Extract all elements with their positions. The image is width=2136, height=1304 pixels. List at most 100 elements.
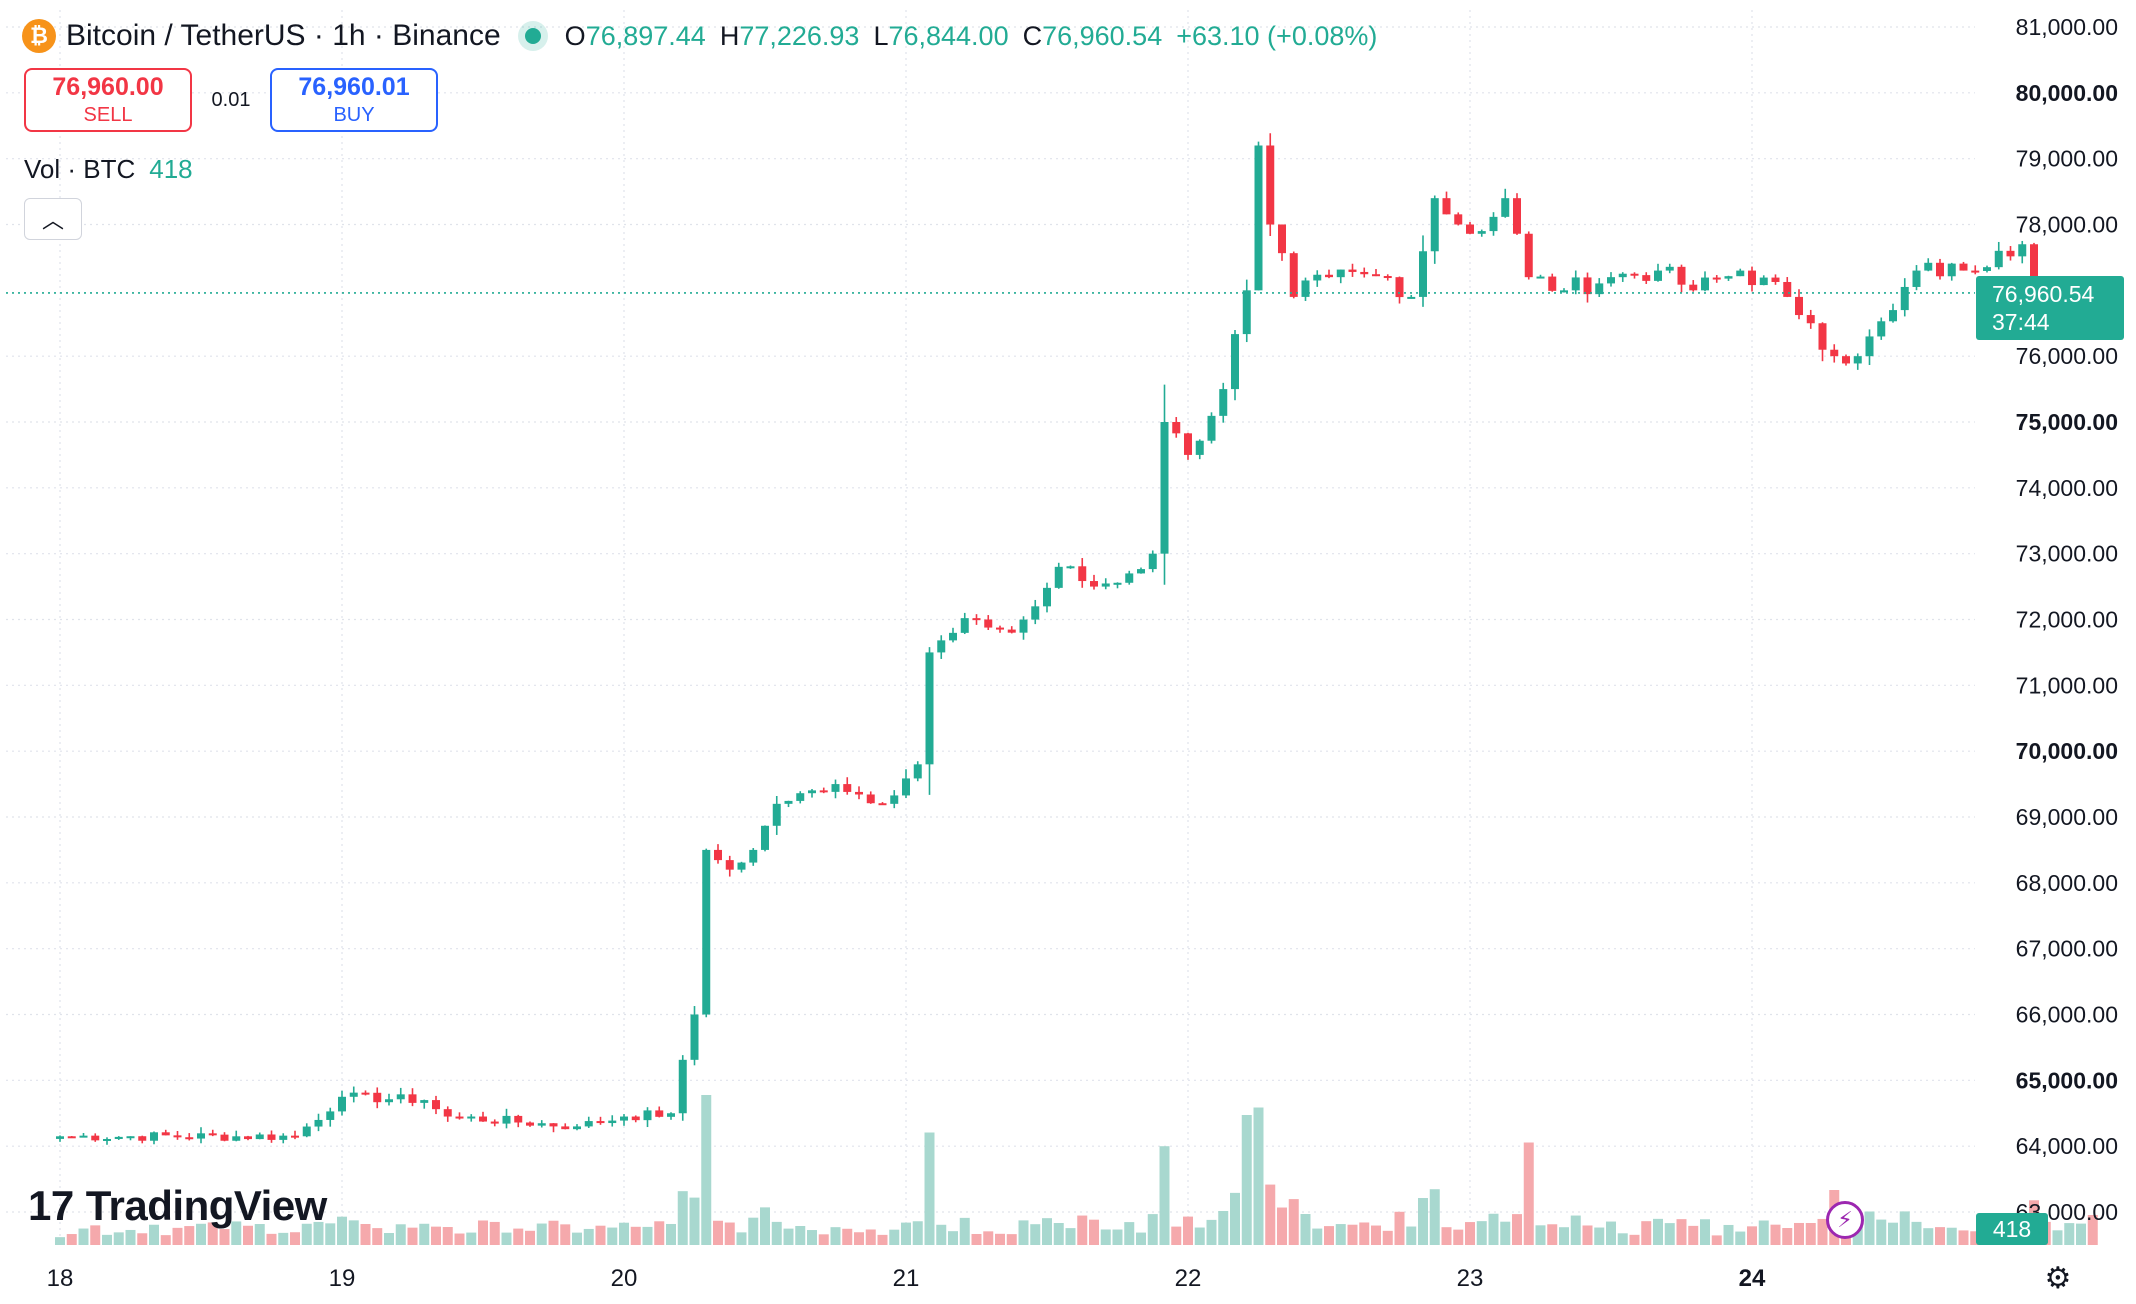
tradingview-text: TradingView (85, 1182, 328, 1229)
volume-bar (113, 1232, 124, 1245)
candle-body (902, 778, 910, 796)
volume-bar (572, 1232, 582, 1245)
volume-bar (1723, 1224, 1734, 1245)
candle-body (1560, 290, 1568, 293)
volume-bar (1171, 1226, 1182, 1245)
candle-body (1113, 582, 1122, 585)
volume-bar (701, 1095, 712, 1245)
candle-body (1348, 269, 1357, 272)
volume-bar (325, 1223, 336, 1245)
y-tick-label: 75,000.00 (2016, 409, 2118, 435)
volume-bar (172, 1227, 183, 1245)
bitcoin-icon[interactable]: ₿ (22, 19, 56, 53)
y-tick-label: 65,000.00 (2016, 1067, 2118, 1093)
candle-body (197, 1133, 205, 1139)
volume-bar (1335, 1224, 1346, 1245)
volume-bar (724, 1222, 735, 1245)
x-tick-label: 21 (893, 1265, 920, 1292)
volume-bar (1441, 1227, 1452, 1245)
candle-body (1524, 233, 1533, 278)
volume-bar (1006, 1234, 1017, 1245)
candle-body (772, 803, 781, 826)
candle-body (1724, 276, 1733, 279)
volume-bar (619, 1222, 629, 1245)
candle-body (984, 619, 993, 628)
volume-bar (595, 1225, 606, 1245)
candle-body (784, 800, 793, 804)
sell-button[interactable]: 76,960.00 SELL (24, 68, 192, 132)
ohlc-values: O76,897.44 H77,226.93 L76,844.00 C76,960… (565, 21, 1378, 52)
y-tick-label: 81,000.00 (2016, 14, 2118, 40)
time-axis[interactable]: 18 19 20 21 22 23 24 (47, 1265, 1766, 1292)
market-status-icon[interactable] (524, 28, 541, 44)
volume-bar (807, 1230, 817, 1245)
volume-bar (1347, 1224, 1358, 1245)
candle-body (2018, 244, 2027, 257)
candle-body (690, 1014, 699, 1060)
volume-bar (313, 1221, 324, 1245)
volume-bar (1394, 1211, 1405, 1245)
candle-body (725, 860, 734, 870)
symbol-title[interactable]: Bitcoin / TetherUS · 1h · Binance (66, 19, 501, 52)
volume-bar (936, 1224, 947, 1245)
symbol-header: ₿ Bitcoin / TetherUS · 1h · Binance O76,… (22, 14, 1377, 58)
volume-legend-value: 418 (149, 154, 193, 184)
candle-body (232, 1136, 241, 1141)
volume-bar (783, 1228, 794, 1245)
last-price-value: 76,960.54 (1992, 281, 2095, 307)
change-value: +63.10 (+0.08%) (1176, 20, 1378, 51)
candle-body (1865, 336, 1874, 357)
volume-bar (1406, 1226, 1417, 1245)
candle-body (1043, 587, 1051, 607)
volume-bar (1183, 1216, 1193, 1245)
y-tick-label: 80,000.00 (2016, 80, 2118, 106)
y-tick-label: 68,000.00 (2016, 870, 2118, 896)
lightning-icon[interactable]: ⚡ (1826, 1201, 1864, 1239)
collapse-legend-button[interactable]: ︿ (24, 198, 82, 240)
volume-bar (1911, 1221, 1922, 1245)
volume-bar (1124, 1222, 1135, 1245)
volume-bar (654, 1221, 665, 1245)
candle-body (1924, 262, 1933, 271)
buy-button[interactable]: 76,960.01 BUY (270, 68, 438, 132)
volume-bar (207, 1222, 218, 1245)
volume-bar (431, 1226, 441, 1245)
candle-body (1336, 269, 1345, 278)
candle-body (655, 1110, 664, 1117)
candle-body (1748, 270, 1756, 286)
price-axis[interactable]: 81,000.00 80,000.00 79,000.00 78,000.00 76,0… (2016, 14, 2118, 1225)
volume-bar (1288, 1199, 1299, 1245)
volume-bar (1782, 1228, 1793, 1245)
volume-bar (607, 1227, 618, 1245)
volume-bar (971, 1233, 982, 1245)
y-tick-label: 72,000.00 (2016, 607, 2118, 633)
low-value: 76,844.00 (888, 20, 1009, 51)
volume-bar (771, 1221, 782, 1245)
volume-bar (842, 1228, 853, 1245)
candle-body (1454, 214, 1463, 225)
settings-icon[interactable]: ⚙ (2044, 1261, 2072, 1295)
volume-bar (1559, 1227, 1569, 1245)
candle-body (1947, 263, 1956, 277)
candle-body (1054, 566, 1063, 588)
candle-body (1419, 251, 1427, 297)
candle-body (126, 1136, 135, 1139)
open-value: 76,897.44 (585, 20, 706, 51)
candle-body (443, 1109, 452, 1117)
candle-body (267, 1134, 276, 1140)
volume-bar (1888, 1222, 1898, 1245)
volume-bar (1065, 1228, 1076, 1245)
volume-bar (243, 1225, 253, 1245)
candle-body (1994, 250, 2003, 268)
volume-legend[interactable]: Vol · BTC 418 (24, 154, 193, 185)
candle-body (514, 1115, 523, 1123)
candle-body (737, 862, 746, 870)
volume-bar (1523, 1142, 1534, 1245)
candle-body (843, 784, 852, 792)
candle-body (1654, 270, 1662, 281)
candle-body (819, 790, 828, 793)
candle-body (1783, 281, 1792, 297)
volume-bar (760, 1207, 770, 1245)
candle-body (631, 1116, 640, 1121)
